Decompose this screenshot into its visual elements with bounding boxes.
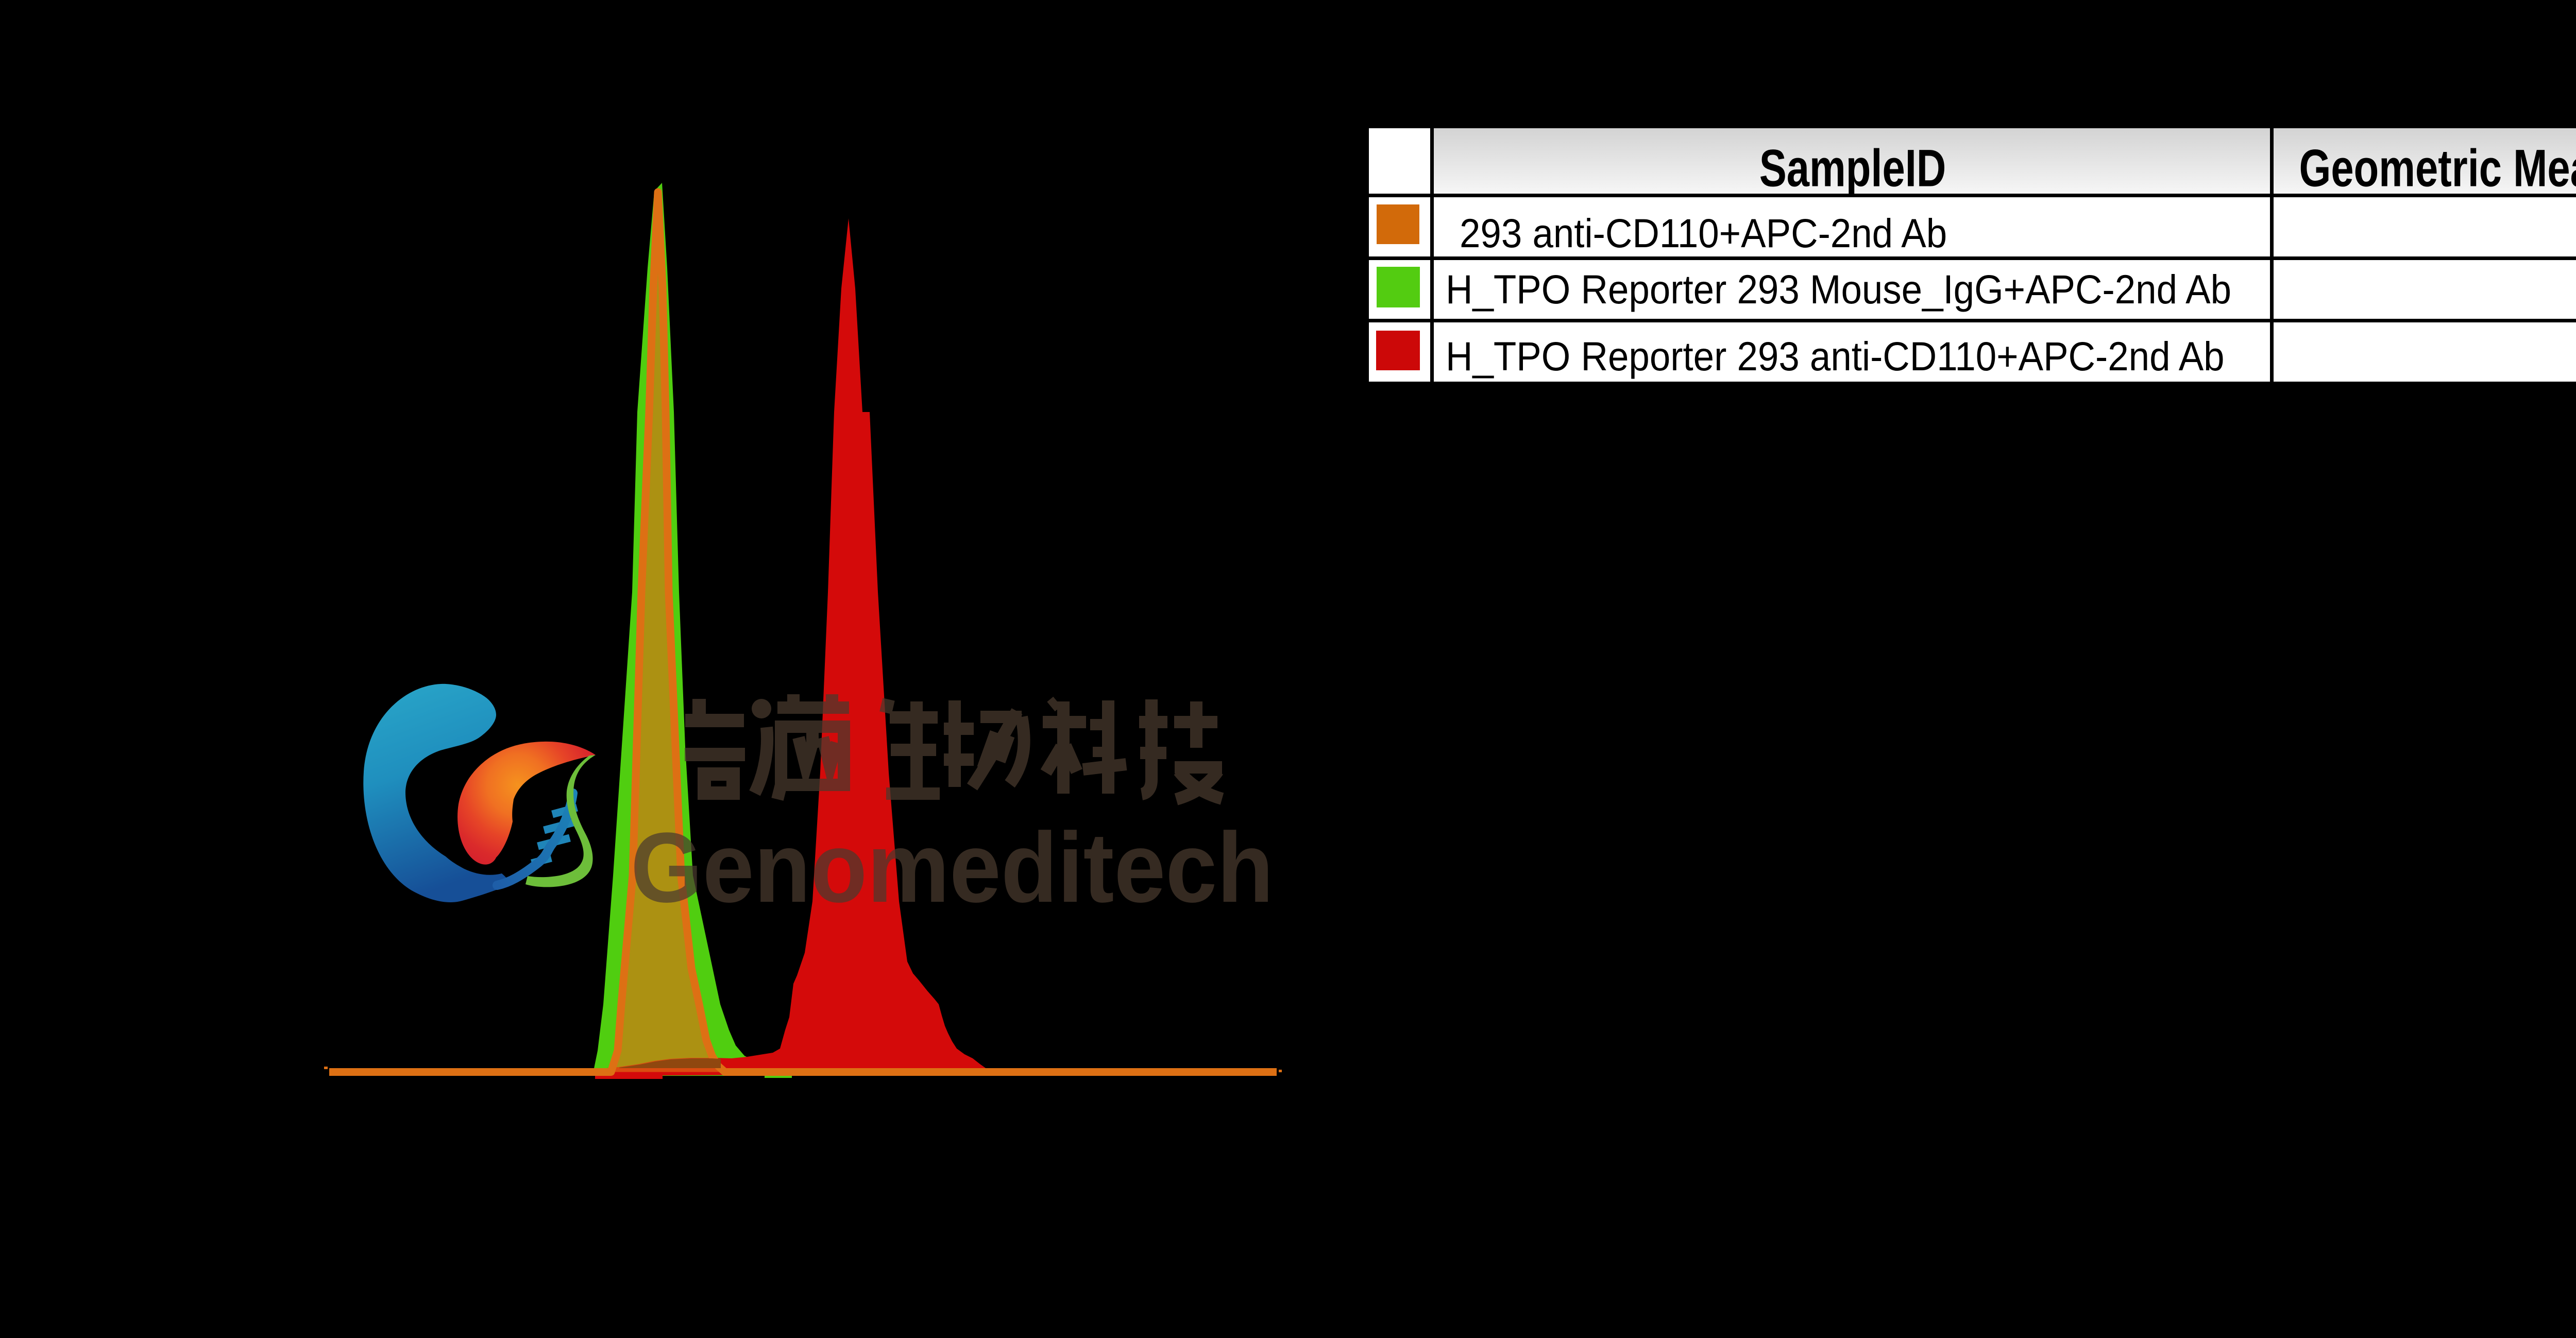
svg-text:Genomeditech: Genomeditech (631, 812, 1274, 923)
